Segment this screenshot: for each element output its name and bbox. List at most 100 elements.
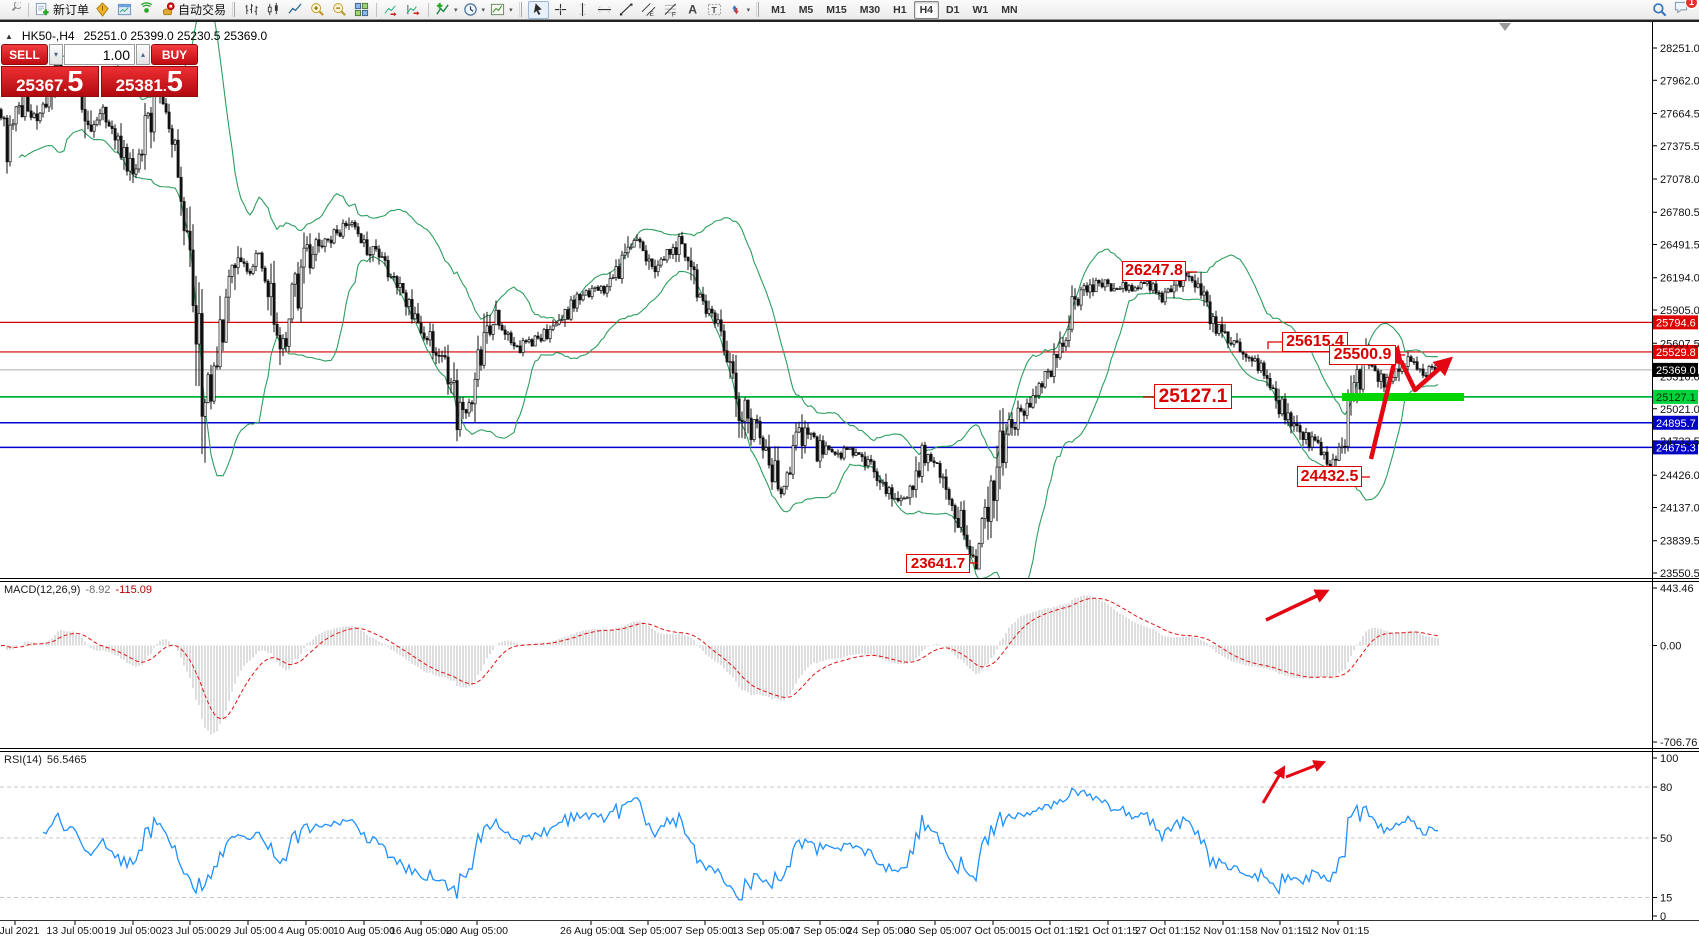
symbol-period-label: HK50-,H4 xyxy=(21,29,75,43)
search-icon[interactable] xyxy=(1649,1,1670,19)
trendline-icon[interactable] xyxy=(616,1,637,19)
price-annotation[interactable]: 25500.9 xyxy=(1329,345,1396,365)
zoom-out-icon[interactable] xyxy=(329,1,350,19)
svg-text:25127.1: 25127.1 xyxy=(1656,392,1696,404)
new-order-icon[interactable]: 新订单 xyxy=(33,1,91,19)
timeframe-w1[interactable]: W1 xyxy=(972,3,989,16)
timeframe-d1[interactable]: D1 xyxy=(946,3,960,16)
timeframe-m5[interactable]: M5 xyxy=(798,3,814,16)
svg-text:24 Sep 05:00: 24 Sep 05:00 xyxy=(847,925,910,937)
svg-text:7 Jul 2021: 7 Jul 2021 xyxy=(0,925,39,937)
toolbar: 新订单 自动交易 ▾ ▾ ▾ E F A T ▾ M1 M5 M15 M30 H1 H4 D1 W1 MN 1 xyxy=(0,0,1699,20)
timeframe-m30[interactable]: M30 xyxy=(859,3,881,16)
label-icon[interactable]: T xyxy=(704,1,725,19)
periods-icon[interactable]: ▾ xyxy=(461,1,488,19)
svg-text:26194.0: 26194.0 xyxy=(1660,273,1699,285)
timeframe-h4[interactable]: H4 xyxy=(913,0,940,19)
price-annotation[interactable]: 23641.7 xyxy=(906,554,970,573)
svg-text:443.46: 443.46 xyxy=(1660,583,1694,595)
svg-text:24732.5: 24732.5 xyxy=(1660,436,1699,448)
svg-text:17 Sep 05:00: 17 Sep 05:00 xyxy=(789,925,852,937)
collapse-icon[interactable]: ▲ xyxy=(5,31,13,41)
indicator-layer xyxy=(0,595,1652,901)
signals-icon[interactable] xyxy=(136,1,157,19)
svg-text:27962.0: 27962.0 xyxy=(1660,75,1699,87)
arrows-dropdown-caret[interactable]: ▾ xyxy=(746,6,751,14)
auto-scroll-icon[interactable] xyxy=(381,1,402,19)
svg-text:-706.76: -706.76 xyxy=(1660,737,1697,749)
trend-arrow[interactable] xyxy=(1398,356,1453,393)
templates-icon[interactable]: ▾ xyxy=(488,1,515,19)
buy-button[interactable]: BUY xyxy=(151,44,198,65)
data-window-icon[interactable] xyxy=(114,1,135,19)
timeframe-mn[interactable]: MN xyxy=(1001,3,1018,16)
autotrade-icon[interactable]: 自动交易 xyxy=(158,1,228,19)
svg-text:24137.0: 24137.0 xyxy=(1660,502,1699,514)
indicators-dropdown-caret[interactable]: ▾ xyxy=(454,6,458,14)
fibonacci-icon[interactable]: F xyxy=(660,1,681,19)
rsi-line xyxy=(42,787,1439,901)
svg-text:19 Jul 05:00: 19 Jul 05:00 xyxy=(104,925,161,937)
svg-text:24675.3: 24675.3 xyxy=(1656,442,1696,454)
price-annotation[interactable]: 24432.5 xyxy=(1297,466,1362,487)
ohlc-values: 25251.0 25399.0 25230.5 25369.0 xyxy=(83,29,268,43)
tile-windows-icon[interactable] xyxy=(351,1,372,19)
chart-shift-icon[interactable] xyxy=(403,1,424,19)
candles-chart-icon[interactable] xyxy=(263,1,284,19)
volume-decrease-button[interactable]: ▾ xyxy=(49,44,63,65)
svg-text:29 Jul 05:00: 29 Jul 05:00 xyxy=(219,925,276,937)
macd-signal-line xyxy=(1,597,1439,720)
svg-text:12 Nov 01:15: 12 Nov 01:15 xyxy=(1307,925,1370,937)
crosshair-icon[interactable] xyxy=(550,1,571,19)
price-annotation[interactable]: 26247.8 xyxy=(1122,261,1186,281)
timeframe-m15[interactable]: M15 xyxy=(826,3,847,16)
svg-text:7 Sep 05:00: 7 Sep 05:00 xyxy=(677,925,734,937)
svg-text:25021.0: 25021.0 xyxy=(1660,404,1699,416)
templates-dropdown-caret[interactable]: ▾ xyxy=(509,6,513,14)
svg-text:F: F xyxy=(671,12,675,17)
trend-arrow[interactable] xyxy=(1261,765,1286,804)
arrows-icon[interactable]: ▾ xyxy=(726,1,753,19)
svg-text:4 Aug 05:00: 4 Aug 05:00 xyxy=(278,925,334,937)
trend-arrow[interactable] xyxy=(1285,760,1327,779)
macd-indicator-label: MACD(12,26,9) -8.92 -115.09 xyxy=(4,584,152,596)
sell-button[interactable]: SELL xyxy=(1,44,48,65)
svg-text:10 Aug 05:00: 10 Aug 05:00 xyxy=(333,925,395,937)
price-badge xyxy=(1653,440,1698,455)
hline-icon[interactable] xyxy=(594,1,615,19)
support-highlight-zone[interactable] xyxy=(1342,393,1464,401)
buy-price-display[interactable]: 25381. 5 xyxy=(100,66,198,97)
channel-icon[interactable]: E xyxy=(638,1,659,19)
rsi-indicator-label: RSI(14) 56.5465 xyxy=(4,754,87,766)
timeframe-m1[interactable]: M1 xyxy=(771,3,786,16)
svg-text:0.00: 0.00 xyxy=(1660,641,1681,653)
svg-text:26491.5: 26491.5 xyxy=(1660,240,1699,252)
axis-labels-layer: 25794.6 25529.8 25369.0 25127.1 24895.7 24675… xyxy=(0,43,1699,937)
periods-dropdown-caret[interactable]: ▾ xyxy=(481,6,486,14)
text-icon[interactable]: A xyxy=(682,1,703,19)
autotrade-label: 自动交易 xyxy=(178,3,227,17)
level-lines-layer xyxy=(0,321,1652,449)
vline-icon[interactable] xyxy=(572,1,593,19)
trend-arrow[interactable] xyxy=(1368,344,1404,460)
bars-chart-icon[interactable] xyxy=(241,1,262,19)
timeframe-h1[interactable]: H1 xyxy=(893,3,907,16)
volume-increase-button[interactable]: ▴ xyxy=(136,44,150,65)
market-watch-icon[interactable] xyxy=(92,1,113,19)
cursor-icon[interactable] xyxy=(527,0,549,19)
volume-input[interactable]: 1.00 xyxy=(64,44,135,65)
partial-icon[interactable] xyxy=(3,1,24,19)
indicators-icon[interactable]: ▾ xyxy=(433,1,460,19)
price-annotation[interactable]: 25127.1 xyxy=(1154,384,1232,409)
svg-text:15: 15 xyxy=(1660,893,1672,905)
line-chart-icon[interactable] xyxy=(285,1,306,19)
svg-text:25607.5: 25607.5 xyxy=(1660,338,1699,350)
sell-price-display[interactable]: 25367. 5 xyxy=(1,66,99,97)
notification-badge[interactable]: 1 xyxy=(1684,0,1698,9)
svg-text:24895.7: 24895.7 xyxy=(1656,418,1696,430)
trend-arrow[interactable] xyxy=(1265,589,1330,622)
zoom-in-icon[interactable] xyxy=(307,1,328,19)
pane-frames-layer xyxy=(0,20,1699,921)
